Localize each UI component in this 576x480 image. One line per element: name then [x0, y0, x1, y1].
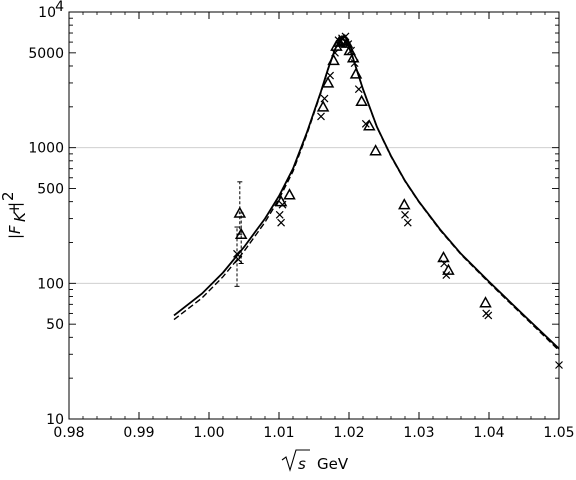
data-point-cross — [354, 85, 363, 94]
data-point-cross — [350, 59, 359, 68]
data-point-cross — [403, 218, 412, 227]
y-tick-label: 1000 — [28, 141, 64, 157]
x-axis-title: s GeV — [281, 449, 349, 473]
x-tick-label: 1.01 — [263, 425, 294, 441]
data-point-triangle — [283, 188, 296, 200]
data-point-cross — [344, 40, 353, 49]
y-axis-title-bar: | — [6, 202, 24, 207]
data-point-cross — [347, 46, 356, 55]
x-tick-label: 0.98 — [53, 425, 84, 441]
x-axis-title-unit: GeV — [317, 455, 349, 473]
y-axis-title-sub-sign: + — [5, 202, 23, 215]
x-tick-label: 1.03 — [403, 425, 434, 441]
x-tick-label: 1.04 — [473, 425, 504, 441]
data-point-triangle — [398, 198, 411, 210]
y-tick-label-exponent: 4 — [55, 0, 64, 15]
data-point-triangle — [442, 263, 455, 275]
y-tick-label: 5000 — [28, 46, 64, 62]
data-point-cross — [320, 94, 329, 103]
data-point-cross — [361, 119, 370, 128]
x-axis-title-var: s — [298, 455, 306, 473]
data-point-triangle — [369, 144, 382, 156]
data-point-cross — [233, 249, 241, 258]
y-axis-title: |F K + | 2 — [0, 191, 29, 239]
y-tick-label: 500 — [37, 182, 64, 198]
y-tick-label: 100 — [37, 276, 64, 292]
x-axis: 0.98 0.99 1.00 1.01 1.02 1.03 1.04 1.05 — [53, 12, 575, 441]
data-point-triangle — [355, 94, 368, 106]
data-point-cross — [341, 32, 350, 41]
grid-lines — [69, 147, 559, 284]
data-point-triangle — [316, 100, 330, 112]
data-point-triangle — [363, 119, 376, 131]
y-tick-label: 10 — [46, 412, 64, 428]
y-axis-title-main: |F — [6, 225, 24, 239]
data-series — [173, 32, 563, 369]
data-point-cross — [275, 210, 284, 219]
dashed-fit-curve — [173, 38, 560, 352]
data-point-cross — [484, 311, 493, 320]
plot-frame — [68, 11, 560, 420]
data-point-triangle — [349, 67, 363, 79]
data-point-cross — [326, 71, 335, 80]
data-point-cross — [277, 218, 286, 227]
solid-fit-curve — [173, 38, 560, 350]
y-axis-title-sub: K — [11, 211, 29, 222]
y-axis-title-exponent: 2 — [0, 191, 17, 201]
data-point-cross — [317, 112, 325, 121]
data-point-cross — [234, 255, 243, 264]
data-point-triangle — [437, 250, 450, 263]
x-tick-label: 1.05 — [543, 425, 574, 441]
sqrt-symbol-icon — [281, 449, 310, 472]
data-point-triangle — [321, 76, 335, 88]
data-point-triangle — [327, 53, 340, 66]
data-point-triangle — [234, 227, 248, 240]
data-point-cross — [278, 200, 287, 209]
y-tick-label: 10 — [38, 5, 56, 21]
data-point-triangle — [479, 296, 492, 308]
data-point-cross — [442, 271, 451, 280]
x-tick-label: 0.99 — [123, 425, 154, 441]
data-point-cross — [401, 210, 409, 219]
data-point-cross — [440, 259, 449, 268]
y-tick-label: 50 — [46, 317, 64, 333]
x-tick-label: 1.00 — [193, 425, 224, 441]
x-tick-label: 1.02 — [333, 425, 364, 441]
data-point-cross — [331, 48, 339, 57]
